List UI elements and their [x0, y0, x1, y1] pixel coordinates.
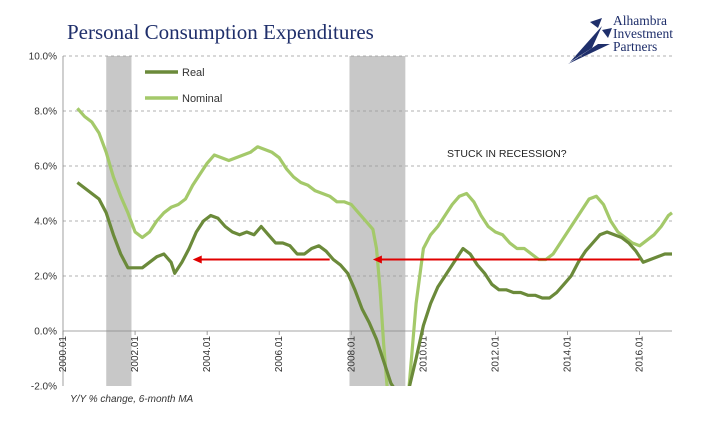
- logo-line: Investment: [613, 26, 673, 41]
- arrow-head: [372, 255, 382, 264]
- x-tick-label: 2008.01: [346, 336, 357, 373]
- logo-line: Partners: [613, 39, 658, 54]
- x-tick-label: 2002.01: [130, 336, 141, 373]
- x-tick-label: 2004.01: [202, 336, 213, 373]
- logo-line: Alhambra: [613, 13, 667, 28]
- star-compass-icon: [568, 18, 612, 64]
- annotation-text: STUCK IN RECESSION?: [447, 148, 567, 160]
- y-tick-label: 4.0%: [34, 217, 57, 228]
- x-tick-label: 2016.01: [635, 336, 646, 373]
- x-tick-label: 2014.01: [562, 336, 573, 373]
- x-tick-label: 2012.01: [490, 336, 501, 373]
- logo: [568, 18, 612, 64]
- legend: Real Nominal: [145, 67, 222, 105]
- series-line-real: [76, 181, 672, 386]
- y-tick-label: 8.0%: [34, 107, 57, 118]
- grid-lines: [63, 55, 672, 332]
- arrow-head: [192, 255, 202, 264]
- chart-title: Personal Consumption Expenditures: [67, 20, 374, 44]
- footnote: Y/Y % change, 6-month MA: [70, 394, 194, 405]
- legend-label: Nominal: [182, 93, 222, 105]
- y-tick-label: -2.0%: [31, 382, 57, 393]
- y-tick-label: 2.0%: [34, 272, 57, 283]
- y-tick-label: 10.0%: [29, 52, 57, 63]
- x-tick-label: 2010.01: [418, 336, 429, 373]
- y-tick-label: 6.0%: [34, 162, 57, 173]
- series-line-nominal: [76, 107, 673, 386]
- series-lines: [76, 107, 673, 386]
- logo-text: Alhambra Investment Partners: [613, 13, 673, 54]
- x-tick-label: 2006.01: [274, 336, 285, 373]
- axes: 10.0% 8.0% 6.0% 4.0% 2.0% 0.0% -2.0%2000.01 200…: [29, 52, 646, 393]
- legend-label: Real: [182, 67, 205, 79]
- x-tick-label: 2000.01: [58, 336, 69, 373]
- y-tick-label: 0.0%: [34, 327, 57, 338]
- arrows: [192, 255, 640, 264]
